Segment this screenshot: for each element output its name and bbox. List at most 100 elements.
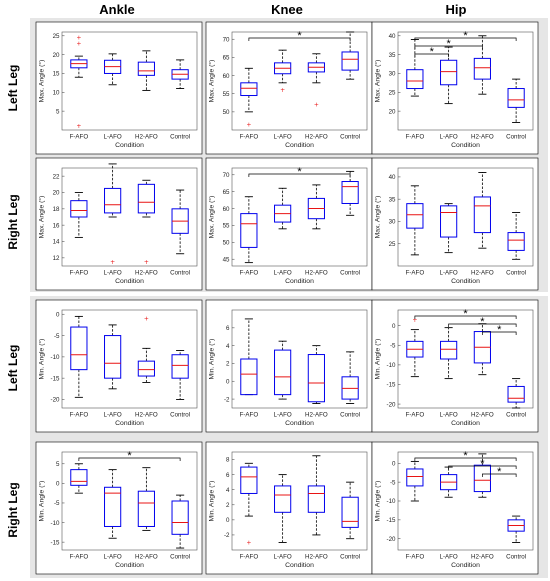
box-f-afo: + — [240, 67, 258, 129]
y-axis-label: Min. Angle (°) — [38, 481, 46, 522]
outlier-marker: + — [76, 123, 81, 130]
x-tick-label: L-AFO — [274, 270, 292, 277]
plot-area — [61, 309, 198, 409]
x-tick-label: F-AFO — [240, 270, 259, 277]
box-f-afo: +++ — [70, 35, 88, 130]
y-tick-label: 4 — [226, 343, 230, 350]
significance-star: * — [480, 316, 485, 328]
x-tick-label: F-AFO — [70, 412, 89, 419]
panel-min-right-ankle: -15 -10 -5 0 5 F-AFO L-AFO H2-AFO Control Conditi… — [35, 441, 203, 575]
x-tick-label: L-AFO — [440, 270, 458, 277]
iqr-box — [274, 485, 292, 513]
x-tick-label: Control — [170, 412, 190, 419]
y-tick-label: -10 — [51, 354, 61, 361]
x-tick-label: L-AFO — [274, 134, 292, 141]
row-title-min-right-leg: Right Leg — [6, 482, 20, 537]
x-tick-label: H2-AFO — [471, 134, 494, 141]
y-tick-label: 20 — [53, 52, 60, 59]
iqr-box — [406, 468, 424, 487]
iqr-box — [307, 485, 325, 513]
panel-min-left-ankle: -20 -15 -10 -5 0 F-AFO L-AFO H2-AFO Control Condi… — [35, 299, 203, 433]
iqr-box — [240, 466, 258, 494]
y-tick-label: 35 — [389, 52, 396, 59]
y-tick-label: -15 — [387, 382, 397, 389]
x-tick-label: Control — [340, 134, 360, 141]
x-axis-label: Condition — [115, 420, 144, 427]
iqr-box — [507, 232, 525, 251]
outlier-marker: + — [144, 259, 149, 266]
x-tick-label: F-AFO — [240, 134, 259, 141]
outlier-marker: + — [246, 539, 251, 546]
box-control — [341, 170, 359, 216]
y-tick-label: -10 — [387, 498, 397, 505]
iqr-box — [137, 490, 155, 527]
x-tick-label: F-AFO — [406, 412, 425, 419]
x-tick-label: Control — [506, 134, 526, 141]
panel-max-left-hip: 20 25 30 35 40 F-AFO L-AFO H2-AFO Control Conditi… — [371, 21, 539, 155]
bracket-line — [414, 53, 449, 57]
y-tick-label: 65 — [223, 189, 230, 196]
y-tick-label: -2 — [224, 532, 230, 539]
box-control — [171, 494, 189, 549]
x-tick-label: Control — [506, 554, 526, 561]
box-f-afo — [240, 196, 258, 264]
x-tick-label: L-AFO — [440, 134, 458, 141]
row-title-min-left-leg: Left Leg — [6, 345, 20, 392]
panel-min-left-hip: -20 -15 -10 -5 0 F-AFO L-AFO H2-AFO Control Condi… — [371, 299, 539, 433]
iqr-box — [104, 335, 122, 379]
x-tick-label: F-AFO — [240, 412, 259, 419]
iqr-box — [137, 360, 155, 377]
iqr-box — [440, 59, 458, 86]
y-tick-label: 18 — [53, 206, 60, 213]
box-h2-afo: + — [137, 316, 155, 383]
x-axis-label: Condition — [115, 562, 144, 569]
y-axis-label: Max. Angle (°) — [208, 196, 216, 239]
x-tick-label: Control — [506, 270, 526, 277]
significance-bracket: * — [482, 324, 517, 336]
y-tick-label: 50 — [223, 240, 230, 247]
box-h2-afo — [137, 50, 155, 91]
y-tick-label: 6 — [226, 325, 230, 332]
panel-min-left-knee: -2 0 2 4 6 F-AFO L-AFO H2-AFO Control Condition Mi… — [205, 299, 373, 433]
x-axis-label: Condition — [285, 278, 314, 285]
y-tick-label: 60 — [223, 73, 230, 80]
y-tick-label: 25 — [389, 90, 396, 97]
x-tick-label: F-AFO — [70, 270, 89, 277]
iqr-box — [70, 326, 88, 371]
x-tick-label: L-AFO — [274, 554, 292, 561]
x-tick-label: Control — [170, 134, 190, 141]
significance-star: * — [463, 450, 468, 462]
panel-min-right-knee: -2 0 2 4 6 8 F-AFO L-AFO H2-AFO Control Condition M… — [205, 441, 373, 575]
y-tick-label: 70 — [223, 172, 230, 179]
plot-area — [397, 451, 534, 551]
box-h2-afo — [473, 35, 491, 95]
x-axis-label: Condition — [451, 278, 480, 285]
iqr-box — [104, 486, 122, 527]
y-tick-label: -15 — [51, 539, 61, 546]
y-tick-label: 2 — [226, 502, 230, 509]
x-tick-label: H2-AFO — [305, 412, 328, 419]
significance-bracket: * — [78, 450, 181, 462]
panel-max-right-ankle: 12 14 16 18 20 22 F-AFO L-AFO H2-AFO Control Condi… — [35, 157, 203, 291]
iqr-box — [137, 183, 155, 214]
x-tick-label: Control — [340, 412, 360, 419]
bracket-line — [414, 37, 517, 41]
plot-area — [397, 167, 534, 267]
y-axis-label: Max. Angle (°) — [374, 196, 382, 239]
y-tick-label: 0 — [392, 461, 396, 468]
box-l-afo — [104, 53, 122, 86]
y-tick-label: -10 — [51, 520, 61, 527]
y-axis-label: Max. Angle (°) — [208, 60, 216, 103]
y-tick-label: 60 — [223, 206, 230, 213]
x-axis-label: Condition — [115, 142, 144, 149]
box-control — [341, 351, 359, 404]
x-tick-label: L-AFO — [440, 554, 458, 561]
y-axis-label: Max. Angle (°) — [38, 60, 46, 103]
iqr-box — [341, 51, 359, 71]
iqr-box — [240, 82, 258, 97]
box-h2-afo — [137, 467, 155, 531]
x-tick-label: F-AFO — [240, 554, 259, 561]
significance-star: * — [430, 46, 435, 58]
iqr-box — [473, 196, 491, 234]
x-tick-label: L-AFO — [104, 412, 122, 419]
